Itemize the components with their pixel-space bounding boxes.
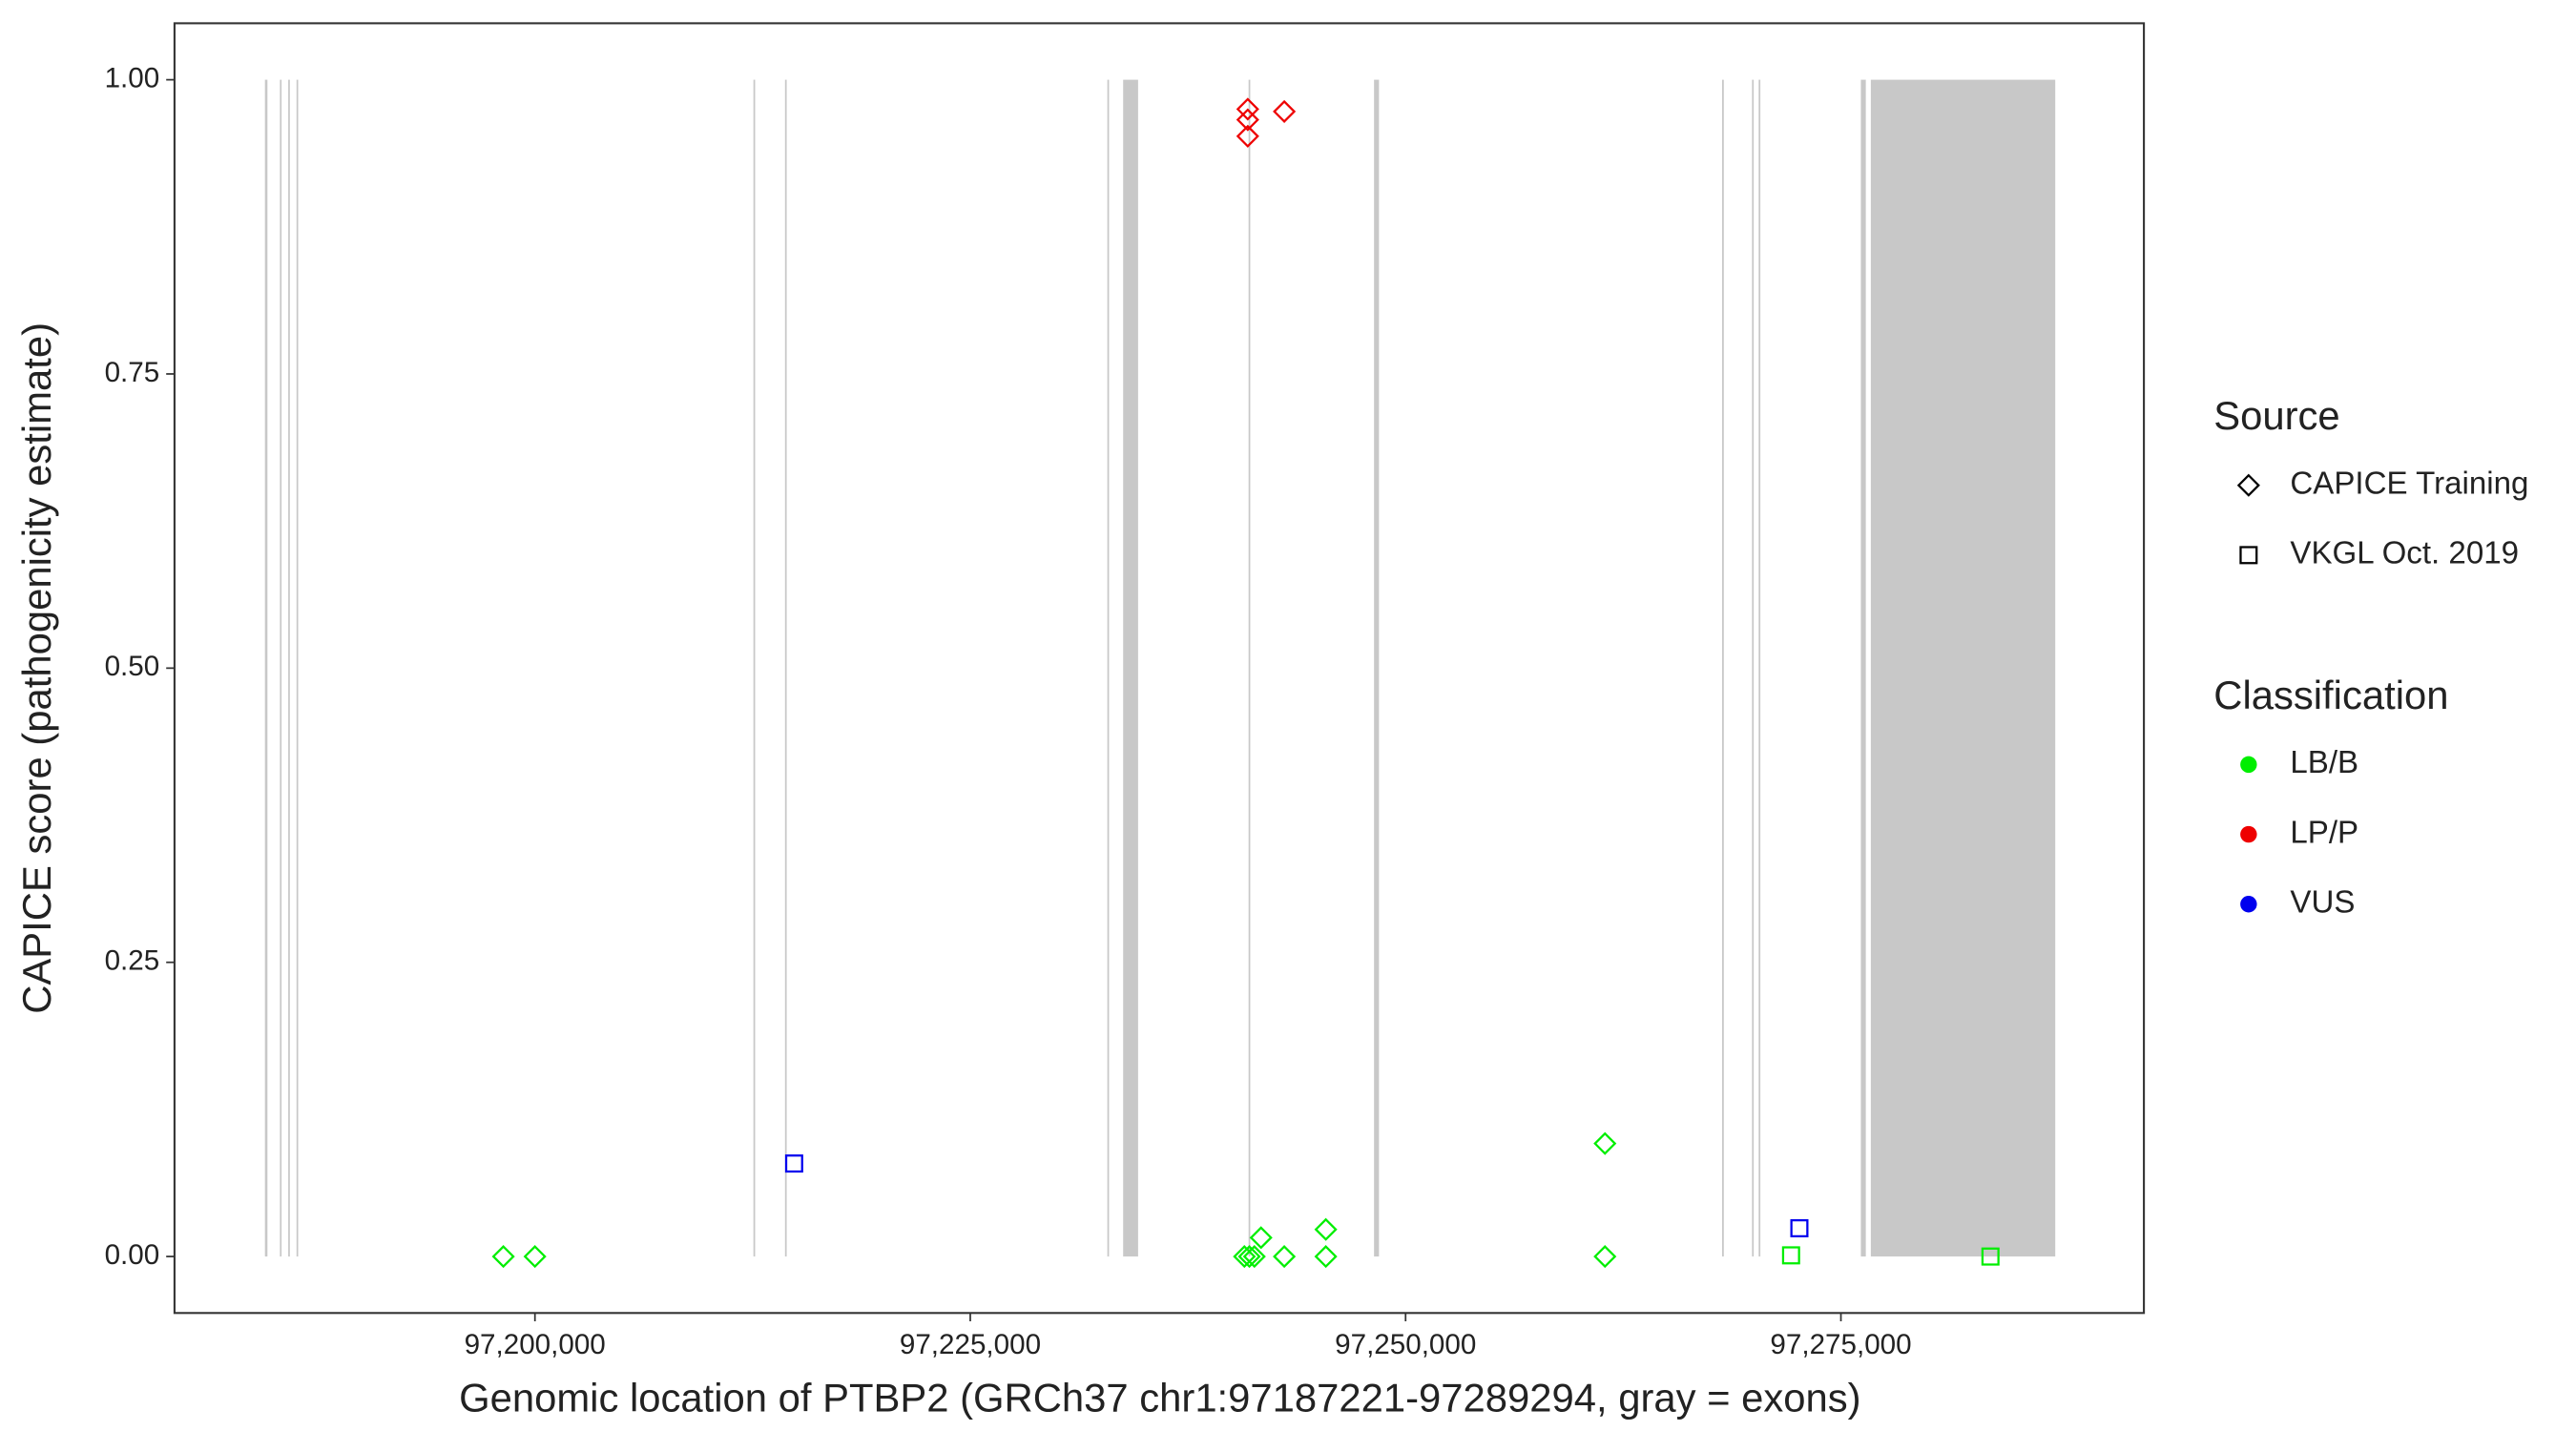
legend-label: LB/B bbox=[2290, 745, 2358, 780]
diamond-marker bbox=[1249, 1226, 1273, 1250]
exon bbox=[1752, 79, 1755, 1257]
legend-swatch bbox=[2240, 825, 2257, 843]
exon bbox=[280, 79, 282, 1257]
exon bbox=[1123, 79, 1138, 1257]
diamond-marker bbox=[1593, 1131, 1617, 1155]
diamond-marker bbox=[491, 1245, 515, 1269]
y-tick-label: 0.50 bbox=[105, 651, 160, 682]
x-tick-label: 97,250,000 bbox=[1335, 1329, 1476, 1360]
y-axis-title: CAPICE score (pathogenicity estimate) bbox=[14, 322, 59, 1014]
legend-label: VUS bbox=[2290, 884, 2355, 920]
diamond-marker bbox=[1236, 124, 1259, 148]
y-tick-label: 0.25 bbox=[105, 945, 160, 977]
diamond-marker bbox=[1593, 1245, 1617, 1269]
exon bbox=[288, 79, 290, 1257]
exon bbox=[784, 79, 787, 1257]
diamond-marker bbox=[1242, 1245, 1266, 1269]
exon bbox=[1107, 79, 1110, 1257]
diamond-marker bbox=[1233, 1245, 1257, 1269]
x-tick-label: 97,225,000 bbox=[900, 1329, 1041, 1360]
diamond-marker bbox=[1237, 1245, 1261, 1269]
legend-label: VKGL Oct. 2019 bbox=[2290, 536, 2519, 571]
y-tick-label: 0.00 bbox=[105, 1239, 160, 1271]
legend-title: Source bbox=[2213, 393, 2339, 438]
exon bbox=[1722, 79, 1724, 1257]
exon bbox=[296, 79, 299, 1257]
legend-label: CAPICE Training bbox=[2290, 466, 2528, 501]
diamond-marker bbox=[1236, 97, 1259, 121]
x-tick-label: 97,275,000 bbox=[1770, 1329, 1911, 1360]
exon bbox=[1870, 79, 2056, 1257]
exon bbox=[1374, 79, 1380, 1257]
diamond-marker bbox=[1273, 99, 1297, 123]
square-marker bbox=[1790, 1219, 1809, 1237]
y-tick-label: 0.75 bbox=[105, 357, 160, 388]
x-axis-title: Genomic location of PTBP2 (GRCh37 chr1:9… bbox=[459, 1376, 1860, 1421]
diamond-marker bbox=[1314, 1217, 1338, 1241]
y-tick-label: 1.00 bbox=[105, 62, 160, 93]
legend-label: LP/P bbox=[2290, 815, 2358, 850]
exon bbox=[1860, 79, 1866, 1257]
square-marker bbox=[1781, 1246, 1800, 1265]
exon bbox=[264, 79, 268, 1257]
diamond-marker bbox=[2236, 473, 2260, 497]
diamond-marker bbox=[1273, 1245, 1297, 1269]
square-marker bbox=[784, 1154, 803, 1173]
exon bbox=[1248, 79, 1251, 1257]
diamond-marker bbox=[1314, 1245, 1338, 1269]
exon bbox=[753, 79, 756, 1257]
diamond-marker bbox=[1236, 108, 1259, 132]
diamond-marker bbox=[523, 1245, 547, 1269]
square-marker bbox=[2239, 546, 2258, 565]
x-tick-label: 97,200,000 bbox=[465, 1329, 606, 1360]
legend-swatch bbox=[2240, 756, 2257, 774]
square-marker bbox=[1981, 1247, 2000, 1266]
plot-border bbox=[173, 22, 2146, 1315]
legend-swatch bbox=[2240, 896, 2257, 913]
legend-title: Classification bbox=[2213, 673, 2448, 717]
exon bbox=[1758, 79, 1761, 1257]
